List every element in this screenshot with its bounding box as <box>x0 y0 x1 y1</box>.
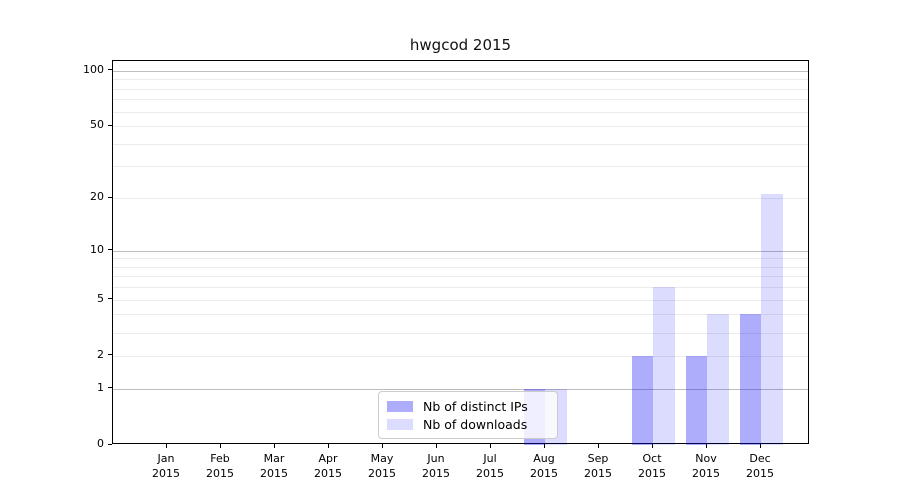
y-tick-mark-0 <box>108 443 112 445</box>
x-tick-label-oct: Oct 2015 <box>625 451 679 481</box>
gridline-major-100 <box>113 70 808 72</box>
y-tick-mark-1 <box>108 387 112 389</box>
y-tick-label-1: 1 <box>97 380 104 394</box>
gridline-minor-80 <box>113 88 808 90</box>
x-tick-mark-oct <box>651 444 653 448</box>
x-tick-label-apr: Apr 2015 <box>301 451 355 481</box>
x-tick-month: Aug <box>533 452 555 465</box>
gridline-minor-70 <box>113 99 808 101</box>
y-tick-label-100: 100 <box>83 62 104 76</box>
bar-dec-ips <box>739 314 761 445</box>
legend-item-distinct-ips: Nb of distinct IPs <box>387 397 549 415</box>
x-tick-label-feb: Feb 2015 <box>193 451 247 481</box>
x-tick-mark-aug <box>543 444 545 448</box>
x-tick-label-dec: Dec 2015 <box>733 451 787 481</box>
gridline-minor-40 <box>113 143 808 145</box>
x-tick-year: 2015 <box>152 467 180 480</box>
x-tick-month: Apr <box>318 452 338 465</box>
x-tick-label-nov: Nov 2015 <box>679 451 733 481</box>
x-tick-mark-feb <box>219 444 221 448</box>
plot-area <box>112 60 809 445</box>
legend-item-downloads: Nb of downloads <box>387 415 549 433</box>
x-tick-month: Jan <box>157 452 175 465</box>
gridline-minor-3 <box>113 332 808 334</box>
gridline-minor-30 <box>113 166 808 168</box>
bar-nov-downloads <box>707 314 729 445</box>
x-tick-year: 2015 <box>422 467 450 480</box>
y-tick-mark-5 <box>108 298 112 300</box>
gridline-minor-6 <box>113 287 808 289</box>
legend-label-downloads: Nb of downloads <box>423 416 528 432</box>
x-tick-label-mar: Mar 2015 <box>247 451 301 481</box>
y-tick-label-0: 0 <box>97 437 104 450</box>
y-tick-mark-20 <box>108 196 112 198</box>
bar-dec-downloads <box>761 194 783 445</box>
y-tick-label-10: 10 <box>90 242 104 256</box>
x-tick-label-jun: Jun 2015 <box>409 451 463 481</box>
y-tick-label-2: 2 <box>97 347 104 361</box>
gridline-major-1 <box>113 388 808 390</box>
gridline-minor-5 <box>113 299 808 301</box>
x-tick-year: 2015 <box>530 467 558 480</box>
gridline-minor-4 <box>113 314 808 316</box>
y-tick-mark-100 <box>108 69 112 71</box>
x-tick-year: 2015 <box>638 467 666 480</box>
x-tick-year: 2015 <box>260 467 288 480</box>
gridline-minor-90 <box>113 79 808 81</box>
chart-title: hwgcod 2015 <box>409 36 512 54</box>
x-tick-mark-sep <box>597 444 599 448</box>
x-tick-year: 2015 <box>476 467 504 480</box>
legend-swatch-distinct-ips <box>387 400 413 412</box>
y-tick-label-5: 5 <box>97 291 104 305</box>
x-tick-label-may: May 2015 <box>355 451 409 481</box>
x-tick-year: 2015 <box>584 467 612 480</box>
y-tick-mark-50 <box>108 124 112 126</box>
y-tick-mark-10 <box>108 249 112 250</box>
y-tick-label-50: 50 <box>90 118 104 131</box>
gridline-minor-7 <box>113 276 808 278</box>
x-tick-month: Mar <box>263 452 285 465</box>
y-tick-mark-2 <box>108 354 112 356</box>
x-tick-label-aug: Aug 2015 <box>517 451 571 481</box>
bar-oct-ips <box>631 355 653 445</box>
gridline-minor-2 <box>113 355 808 357</box>
x-tick-label-jul: Jul 2015 <box>463 451 517 481</box>
legend-swatch-downloads <box>387 418 413 430</box>
x-tick-year: 2015 <box>746 467 774 480</box>
x-tick-mark-dec <box>759 444 761 448</box>
x-tick-month: Nov <box>695 452 717 465</box>
x-tick-month: Feb <box>210 452 230 465</box>
x-tick-mark-may <box>381 444 383 448</box>
gridline-minor-9 <box>113 258 808 260</box>
y-tick-label-20: 20 <box>90 190 104 203</box>
x-tick-mark-mar <box>273 444 275 448</box>
gridline-minor-20 <box>113 198 808 199</box>
x-tick-mark-nov <box>705 444 707 448</box>
x-tick-mark-apr <box>327 444 329 448</box>
x-tick-label-sep: Sep 2015 <box>571 451 625 481</box>
x-tick-year: 2015 <box>314 467 342 480</box>
legend-label-distinct-ips: Nb of distinct IPs <box>423 398 528 414</box>
x-tick-month: Sep <box>587 452 609 465</box>
gridline-minor-60 <box>113 111 808 113</box>
x-tick-month: Jun <box>427 452 445 465</box>
x-tick-month: Oct <box>642 452 662 465</box>
x-tick-mark-jun <box>435 444 437 448</box>
x-tick-mark-jul <box>489 444 491 448</box>
x-tick-year: 2015 <box>692 467 720 480</box>
bar-oct-downloads <box>653 287 675 445</box>
x-tick-mark-jan <box>165 444 167 448</box>
gridline-major-10 <box>113 250 808 252</box>
gridline-minor-50 <box>113 126 808 127</box>
x-tick-year: 2015 <box>368 467 396 480</box>
x-tick-year: 2015 <box>206 467 234 480</box>
x-tick-label-jan: Jan 2015 <box>139 451 193 481</box>
gridline-minor-8 <box>113 266 808 268</box>
bar-nov-ips <box>685 355 707 445</box>
legend: Nb of distinct IPs Nb of downloads <box>378 391 558 439</box>
x-tick-month: Dec <box>749 452 771 465</box>
x-tick-month: Jul <box>483 452 497 465</box>
x-tick-month: May <box>370 452 394 465</box>
